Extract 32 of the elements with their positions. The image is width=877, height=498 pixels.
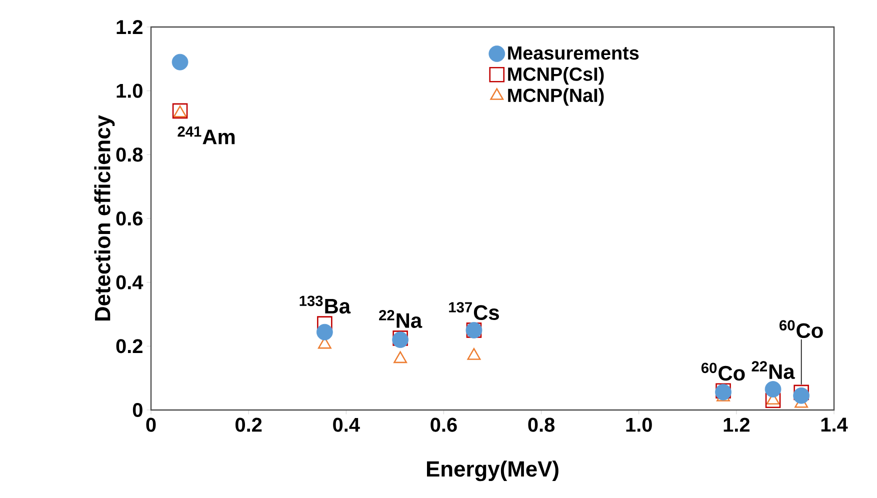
- x-tick-label: 1.2: [724, 418, 750, 432]
- legend-label: Measurements: [508, 46, 639, 60]
- x-tick-label: 0.8: [528, 418, 555, 432]
- x-tick-label: 0.6: [430, 418, 457, 432]
- annotation: $^{133}$Ba: [300, 296, 351, 314]
- y-tick-label: 0.2: [116, 339, 142, 354]
- y-tick-label: 0.8: [116, 148, 143, 162]
- y-axis-title: Detection efficiency: [94, 115, 115, 321]
- annotation: $^{60}$Co: [701, 362, 745, 381]
- y-tick-label: 1.2: [116, 20, 142, 34]
- legend-label: MCNP(NaI): [508, 88, 604, 106]
- x-tick-label: 0: [146, 418, 156, 432]
- x-axis-title: Energy(MeV): [426, 460, 558, 482]
- annotation: $^{137}$Cs: [449, 302, 499, 320]
- y-tick-label: 1.0: [116, 84, 142, 98]
- point: [793, 387, 810, 404]
- y-tick-label: 0: [132, 402, 142, 418]
- point: [764, 381, 782, 398]
- x-tick-label: 1.0: [626, 418, 652, 432]
- annotation: $^{241}$Am: [178, 126, 235, 144]
- annotation: $^{60}$Co: [780, 320, 823, 338]
- annotation: $^{22}$Na: [379, 310, 422, 328]
- y-tick-label: 0.4: [116, 275, 144, 290]
- legend-label: MCNP(CsI): [508, 66, 604, 85]
- x-tick-label: 0.2: [236, 418, 262, 432]
- point: [172, 54, 188, 70]
- point: [765, 392, 781, 408]
- y-tick-label: 0.6: [116, 211, 143, 226]
- annotation: $^{22}$Na: [752, 361, 795, 380]
- x-tick-label: 0.4: [333, 418, 360, 432]
- point: [316, 324, 333, 340]
- x-tick-label: 1.4: [821, 418, 848, 432]
